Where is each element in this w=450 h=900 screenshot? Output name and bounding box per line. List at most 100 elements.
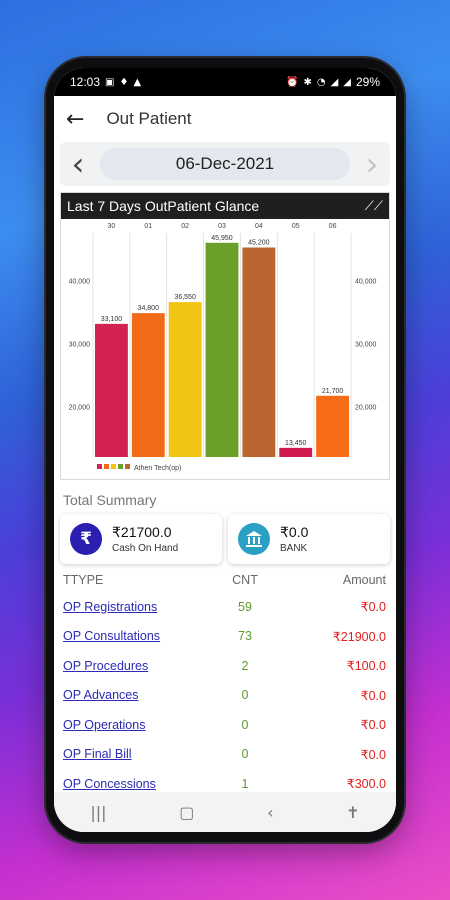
y-tick-label-left: 30,000 [69, 341, 91, 348]
row-amount: ₹0.0 [360, 747, 386, 762]
summary-cards: ₹ ₹21700.0 Cash On Hand [60, 514, 390, 564]
header-cnt: CNT [232, 573, 258, 587]
row-count: 0 [241, 688, 249, 703]
gallery-icon: ▣ [105, 76, 115, 88]
row-type-link[interactable]: OP Operations [63, 717, 146, 732]
date-picker[interactable]: 06-Dec-2021 [100, 148, 350, 180]
table-row: OP Registrations 59 ₹0.0 [54, 592, 396, 622]
cash-label: Cash On Hand [112, 543, 179, 554]
table-row: OP Procedures 2 ₹100.0 [54, 651, 396, 681]
row-count: 0 [241, 747, 249, 762]
legend-swatch [97, 464, 102, 469]
page-title: Out Patient [106, 109, 192, 128]
arrow-left-icon[interactable]: ← [66, 106, 85, 132]
row-type-link[interactable]: OP Advances [63, 688, 139, 703]
legend-label: Athen Tech(op) [134, 465, 181, 472]
row-amount: ₹0.0 [360, 600, 386, 615]
app-bar: ← Out Patient [54, 96, 396, 142]
accessibility-icon[interactable]: ✝ [346, 802, 360, 822]
table-row: OP Consultations 73 ₹21900.0 [54, 622, 396, 652]
row-type-link[interactable]: OP Procedures [63, 658, 149, 673]
bar [168, 302, 202, 457]
status-time: 12:03 [70, 75, 101, 89]
category-label: 03 [218, 223, 226, 230]
bar [95, 323, 128, 457]
category-label: 01 [144, 223, 152, 230]
row-amount: ₹21900.0 [332, 629, 386, 644]
screen: 12:03 ▣ ♦ ▲ ⏰ ✱ ◔ ◢ ◢ 29% ← Out Patient … [54, 68, 396, 832]
y-tick-label-left: 20,000 [69, 405, 91, 412]
mic-icon: ♦ [119, 76, 129, 88]
bank-value: ₹0.0 [280, 524, 309, 540]
signal-icon-2: ◢ [343, 76, 351, 88]
row-amount: ₹100.0 [346, 659, 386, 674]
battery-level: 29% [355, 75, 380, 89]
chart-card: Last 7 Days OutPatient Glance ⟋⟋ 30 01 02 0… [60, 192, 390, 480]
phone-frame: 12:03 ▣ ♦ ▲ ⏰ ✱ ◔ ◢ ◢ 29% ← Out Patient … [46, 58, 404, 842]
bluetooth-icon: ✱ [303, 76, 312, 88]
legend-swatch [111, 464, 116, 469]
back-nav-icon[interactable]: ‹ [267, 802, 274, 822]
wifi-icon: ◔ [316, 76, 326, 88]
row-type-link[interactable]: OP Concessions [63, 776, 156, 791]
chevron-left-icon[interactable]: ‹ [71, 145, 85, 183]
row-count: 0 [241, 717, 249, 732]
bank-icon-shape [246, 531, 262, 547]
warning-icon: ▲ [133, 76, 142, 88]
signal-icon: ◢ [330, 76, 339, 88]
bank-card[interactable]: ₹0.0 BANK [228, 514, 390, 564]
row-count: 59 [238, 599, 252, 614]
table-row: OP Concessions 1 ₹300.0 [54, 769, 396, 799]
table-row: OP Advances 0 ₹0.0 [54, 681, 396, 711]
alarm-icon: ⏰ [285, 76, 299, 88]
bar [131, 313, 165, 457]
system-nav-bar: ||| ▢ ‹ ✝ [54, 792, 396, 832]
category-label: 05 [292, 223, 300, 230]
data-label: 21,700 [322, 388, 344, 395]
table-row: OP Final Bill 0 ₹0.0 [54, 740, 396, 770]
rupee-icon: ₹ [70, 523, 102, 555]
chart-header: Last 7 Days OutPatient Glance ⟋⟋ [61, 193, 389, 219]
chevron-right-icon[interactable]: › [365, 145, 379, 183]
legend-swatch [118, 464, 123, 469]
bar [242, 247, 276, 457]
status-bar: 12:03 ▣ ♦ ▲ ⏰ ✱ ◔ ◢ ◢ 29% [54, 68, 396, 96]
bar [205, 242, 239, 457]
selected-date: 06-Dec-2021 [175, 154, 275, 173]
row-count: 2 [241, 658, 249, 673]
row-amount: ₹300.0 [346, 777, 386, 792]
data-label: 45,200 [248, 240, 270, 247]
date-navigator: ‹ 06-Dec-2021 › [60, 142, 390, 186]
data-label: 13,450 [285, 440, 307, 447]
trend-icon[interactable]: ⟋⟋ [364, 198, 383, 214]
total-summary-title: Total Summary [63, 492, 157, 508]
category-label: 02 [181, 223, 189, 230]
row-type-link[interactable]: OP Consultations [63, 629, 161, 644]
bank-icon [238, 523, 270, 555]
category-label: 30 [108, 223, 116, 230]
legend-swatch [125, 464, 130, 469]
row-count: 73 [238, 629, 252, 644]
table-header-row: TTYPE CNT Amount [54, 568, 396, 592]
bank-label: BANK [280, 543, 308, 554]
legend-swatch [104, 464, 109, 469]
cash-on-hand-card[interactable]: ₹ ₹21700.0 Cash On Hand [60, 514, 222, 564]
header-ttype: TTYPE [63, 573, 104, 587]
y-tick-label-right: 20,000 [355, 405, 377, 412]
chart-title: Last 7 Days OutPatient Glance [67, 198, 260, 214]
category-label: 04 [255, 223, 263, 230]
y-tick-label-left: 40,000 [69, 278, 91, 285]
category-label: 06 [329, 223, 337, 230]
bar-chart: 30 01 02 03 04 05 06 20,000 20,000 30,000 30,000 40… [69, 223, 377, 472]
header-amount: Amount [342, 573, 386, 587]
row-type-link[interactable]: OP Registrations [63, 599, 158, 614]
home-icon[interactable]: ▢ [179, 802, 195, 822]
table-row: OP Operations 0 ₹0.0 [54, 710, 396, 740]
recent-apps-icon[interactable]: ||| [90, 802, 107, 822]
bar [316, 395, 349, 457]
row-type-link[interactable]: OP Final Bill [63, 747, 132, 762]
bar [279, 447, 313, 457]
cash-value: ₹21700.0 [112, 524, 172, 540]
y-tick-label-right: 40,000 [355, 278, 377, 285]
row-count: 1 [241, 776, 249, 791]
